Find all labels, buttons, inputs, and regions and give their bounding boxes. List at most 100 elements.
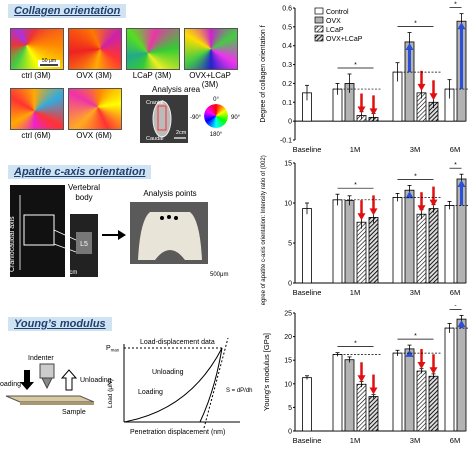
group-label-1m: 1M — [350, 145, 360, 154]
significance-mark: * — [454, 162, 457, 169]
loading-arrow — [20, 370, 34, 390]
stiffness-equation: S = dP/dh — [226, 388, 253, 394]
color-wheel — [204, 104, 228, 128]
legend-swatch-control — [314, 7, 324, 15]
significance-mark: * — [354, 341, 357, 348]
bar-1m-lcap — [356, 383, 367, 432]
group-label-baseline: Baseline — [293, 145, 322, 154]
group-label-3m: 3M — [410, 436, 420, 445]
unloading-arrow — [60, 369, 78, 391]
collagen-map-ovx-3m — [68, 28, 122, 70]
young-section-title: Young’s modulus — [8, 317, 112, 331]
y-tick-label: 10 — [284, 381, 292, 388]
collagen-map-ctrl-6m — [10, 88, 64, 130]
group-label-3m: 3M — [410, 145, 420, 154]
legend-label-control: Control — [326, 9, 349, 16]
bar-1m-control — [332, 199, 343, 284]
bar-3m-ovx-lcap — [428, 208, 439, 284]
decrease-arrowhead — [369, 108, 378, 116]
wheel-m90-label: -90° — [190, 115, 202, 121]
caption-ctrl-3m: ctrl (3M) — [21, 71, 51, 80]
bar-1m-ovx-lcap — [368, 396, 379, 432]
legend-label-ovx-lcap: OVX+LCaP — [326, 36, 363, 43]
y-axis-label: Young’s modulus [GPa] — [262, 333, 271, 411]
decrease-arrowhead — [369, 387, 378, 395]
decrease-arrowhead — [429, 367, 438, 375]
caption-ovx-3m: OVX (3M) — [76, 71, 112, 80]
panel3-figure: Indenter oading Unloading Sample Load-di… — [0, 337, 253, 436]
y-tick-label: 0.6 — [282, 6, 292, 13]
wheel-0-label: 0° — [213, 97, 219, 103]
wheel-90-label: 90° — [231, 115, 241, 121]
y-tick-label: 0.4 — [282, 43, 292, 50]
pmax-label: Pmax — [106, 345, 120, 353]
indenter-body — [39, 363, 55, 379]
panel2-figure: Craniocaudal axis L5 Vertebral body 1cm … — [9, 183, 228, 278]
y-tick-label: 0 — [288, 429, 292, 436]
y-tick-label: 5 — [288, 405, 292, 412]
unloading-curve-label: Unloading — [152, 369, 184, 376]
loading-curve-label: Loading — [138, 389, 163, 396]
sample-plate — [5, 395, 95, 403]
analysis-area-label: Analysis area — [152, 85, 201, 94]
y-tick-label: 0.3 — [282, 62, 292, 69]
bar-1m-ovx — [344, 200, 355, 284]
significance-mark: * — [454, 305, 457, 310]
decrease-arrowhead — [369, 208, 378, 216]
increase-arrowhead — [405, 349, 414, 357]
bar-3m-lcap — [416, 370, 427, 432]
legend-swatch-ovx — [314, 16, 324, 24]
collagen-map-lcap-3m — [126, 28, 180, 70]
y-tick-label: 0.5 — [282, 24, 292, 31]
increase-arrowhead — [405, 42, 414, 50]
legend-label-ovx: OVX — [326, 18, 341, 25]
sample-label: Sample — [62, 409, 86, 416]
significance-mark: * — [354, 62, 357, 69]
youngs-modulus-chart: 0 5 10 15 20 25 Young’s modulus [GPa] Baseline *… — [262, 305, 469, 445]
group-label-6m: 6M — [450, 288, 460, 297]
y-tick-label: -0.1 — [280, 138, 292, 145]
apatite-section-title: Apatite c-axis orientation — [8, 165, 152, 179]
bar-baseline-control — [302, 377, 312, 432]
collagen-section-title: Collagen orientation — [8, 4, 127, 18]
decrease-arrowhead — [357, 213, 366, 221]
collagen-map-ovx-lcap-3m — [184, 28, 238, 70]
indenter-tip — [41, 377, 53, 390]
scale-label-1cm: 1cm — [66, 270, 77, 276]
y-tick-label: 15 — [284, 358, 292, 365]
indenter-label: Indenter — [28, 355, 54, 362]
analysis-region-box — [157, 105, 167, 131]
legend-label-lcap: LCaP — [326, 27, 344, 34]
legend-swatch-ovx-lcap — [314, 34, 324, 42]
decrease-arrowhead — [417, 83, 426, 91]
group-label-baseline: Baseline — [293, 436, 322, 445]
stiffness-tangent — [203, 337, 229, 429]
increase-arrowhead — [457, 180, 466, 187]
analysis-points-label: Analysis points — [143, 189, 196, 198]
scale-label-2cm: 2cm — [176, 130, 187, 136]
y-tick-label: 0.1 — [282, 100, 292, 107]
group-label-6m: 6M — [450, 436, 460, 445]
ld-title: Load-displacement data — [140, 339, 215, 346]
bar-1m-control — [332, 354, 343, 432]
group-label-baseline: Baseline — [293, 288, 322, 297]
craniocaudal-axis-label: Craniocaudal axis — [9, 216, 16, 272]
bar-1m-ovx-lcap — [368, 217, 379, 284]
group-label-6m: 6M — [450, 145, 460, 154]
significance-mark: * — [414, 333, 417, 340]
significance-mark: * — [414, 21, 417, 28]
caption-ovx-6m: OVX (6M) — [76, 131, 112, 140]
loading-arrow-label: oading — [0, 381, 21, 388]
y-axis-label: Degree of apatite c-axis orientation: In… — [261, 155, 267, 305]
vertebral-label: Vertebral — [68, 183, 100, 192]
l5-label: L5 — [80, 241, 88, 248]
group-label-3m: 3M — [410, 288, 420, 297]
significance-mark: * — [354, 182, 357, 189]
loading-curve — [123, 347, 223, 423]
caption-ctrl-6m: ctrl (6M) — [21, 131, 51, 140]
legend-swatch-lcap — [314, 25, 324, 33]
bar-3m-ovx — [404, 348, 415, 432]
body-label: body — [75, 193, 92, 202]
y-tick-label: 0.2 — [282, 81, 292, 88]
bar-3m-control — [392, 197, 403, 284]
